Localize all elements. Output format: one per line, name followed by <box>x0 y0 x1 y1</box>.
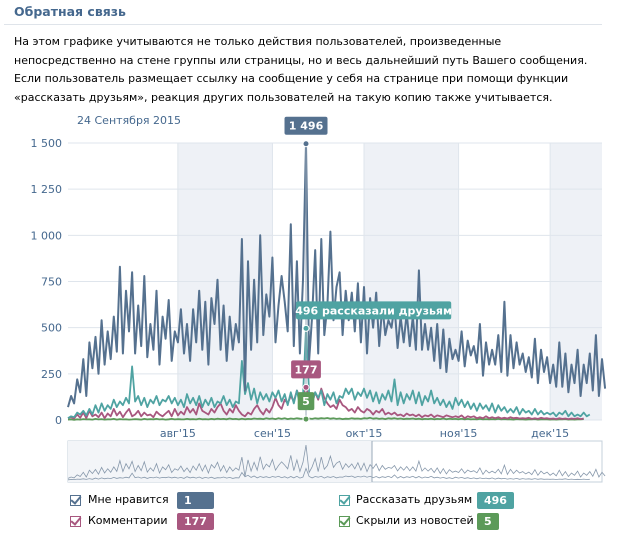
navigator-line-likes <box>67 445 606 479</box>
y-tick-label: 1 250 <box>31 183 63 196</box>
x-tick-label: ноя'15 <box>440 427 478 440</box>
navigator-selection <box>68 441 372 482</box>
x-tick-label: сен'15 <box>254 427 291 440</box>
series-line-likes <box>67 142 607 408</box>
tooltip-likes <box>284 116 328 135</box>
legend-value-badge-comments: 177 <box>177 513 214 530</box>
tooltip-label-hidden: 5 <box>302 395 310 408</box>
highlight-point-reposts <box>302 324 310 332</box>
legend-value-badge-reposts: 496 <box>477 492 514 509</box>
legend-value-badge-hidden: 5 <box>477 513 499 530</box>
y-tick-label: 0 <box>55 414 62 427</box>
chart-grid <box>68 142 602 421</box>
legend-label-hidden: Скрыли из новостей <box>356 514 474 527</box>
legend-label-reposts: Рассказать друзьям <box>356 493 473 506</box>
legend-label-comments: Комментарии <box>88 514 168 527</box>
highlight-layer: 1 496 496 рассказали друзьям 177 5 <box>284 116 452 423</box>
section-header: Обратная связь <box>4 0 602 25</box>
highlight-point-comments <box>302 383 310 391</box>
series-layer <box>67 142 607 421</box>
y-tick-label: 750 <box>41 276 62 289</box>
tooltip-reposts <box>296 301 452 320</box>
legend-label-likes: Мне нравится <box>88 493 169 506</box>
series-line-hidden <box>67 416 584 421</box>
y-tick-label: 250 <box>41 368 62 381</box>
y-axis: 1 500 1 250 1 000 750 500 250 0 <box>31 137 63 427</box>
navigator-line-reposts <box>67 467 590 481</box>
tooltip-label-likes: 1 496 <box>289 120 324 133</box>
x-tick-label: дек'15 <box>531 427 569 440</box>
navigator <box>67 440 606 483</box>
chart-description: На этом графике учитываются не только де… <box>14 35 588 104</box>
tooltip-label-comments: 177 <box>295 363 318 376</box>
tooltip-comments <box>291 360 321 379</box>
y-tick-label: 500 <box>41 322 62 335</box>
legend-checkbox-reposts[interactable] <box>339 495 350 506</box>
x-tick-label: авг'15 <box>160 427 196 440</box>
y-tick-label: 1 500 <box>31 137 63 150</box>
legend-checkbox-comments[interactable] <box>70 516 81 527</box>
series-line-reposts <box>67 327 591 419</box>
legend-checkbox-likes[interactable] <box>70 495 81 506</box>
tooltip-hidden <box>297 392 315 411</box>
section-title: Обратная связь <box>14 4 126 19</box>
x-axis: авг'15 сен'15 окт'15 ноя'15 дек'15 24 Сентябр… <box>77 114 569 440</box>
x-tick-label: окт'15 <box>346 427 383 440</box>
legend-checkbox-hidden[interactable] <box>339 516 350 527</box>
legend-value-badge-likes: 1 496 <box>177 492 214 524</box>
tooltip-label-reposts: 496 рассказали друзьям <box>295 304 452 317</box>
date-label: 24 Сентября 2015 <box>77 114 181 127</box>
highlight-point-hidden <box>302 415 310 423</box>
highlight-point-likes <box>302 140 310 148</box>
y-tick-label: 1 000 <box>31 229 63 242</box>
